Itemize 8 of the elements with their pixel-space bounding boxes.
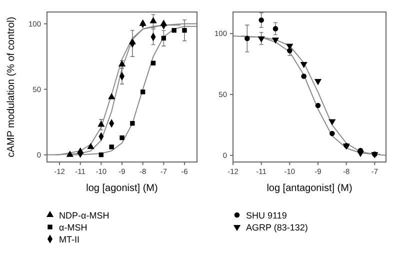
legend-label: α-MSH (59, 222, 88, 232)
legend-label: NDP-α-MSH (59, 210, 110, 220)
legend-label: SHU 9119 (246, 210, 287, 220)
legend-label: MT-II (59, 234, 80, 244)
y-axis-title: cAMP modulation (% of control) (6, 16, 17, 158)
legend-label: AGRP (83-132) (246, 222, 308, 232)
x-axis-title: log [agonist] (M) (86, 183, 158, 194)
x-axis-title: log [antagonist] (M) (266, 183, 352, 194)
